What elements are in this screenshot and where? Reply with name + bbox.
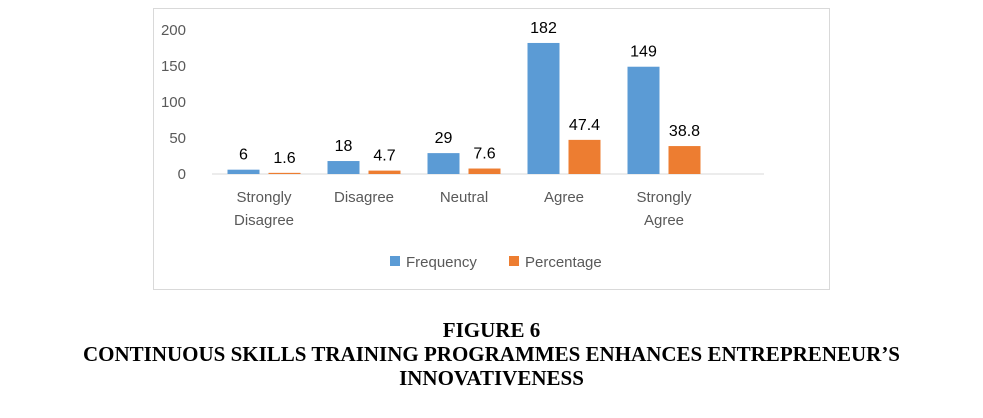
bar-chart: 0 50 100 150 200 6 1.6 18 4.7 29 7.6 182 47.4 149 38.…: [161, 20, 764, 271]
percentage-bar: [468, 168, 501, 174]
figure-caption: FIGURE 6 CONTINUOUS SKILLS TRAINING PROG…: [0, 318, 983, 390]
frequency-data-label: 182: [530, 20, 557, 37]
frequency-data-label: 6: [239, 147, 248, 164]
frequency-legend-label: Frequency: [406, 254, 477, 271]
percentage-legend-label: Percentage: [525, 254, 602, 271]
y-tick-label: 100: [161, 94, 186, 111]
frequency-data-label: 29: [435, 130, 453, 147]
percentage-data-label: 7.6: [473, 146, 495, 163]
percentage-bar: [668, 146, 701, 174]
x-tick-label: Agree: [544, 189, 584, 206]
percentage-data-label: 38.8: [669, 123, 700, 140]
frequency-bar: [427, 153, 460, 174]
x-tick-label: Strongly: [636, 189, 692, 206]
percentage-data-label: 47.4: [569, 117, 600, 134]
x-tick-label: Disagree: [234, 212, 294, 229]
figure-title-line-2: INNOVATIVENESS: [399, 366, 584, 390]
percentage-bar: [568, 139, 601, 174]
percentage-data-label: 4.7: [373, 148, 395, 165]
frequency-bar: [627, 66, 660, 174]
frequency-data-label: 149: [630, 44, 657, 61]
frequency-bar: [327, 161, 360, 174]
figure-number: FIGURE 6: [442, 318, 541, 342]
frequency-bar: [227, 169, 260, 174]
x-tick-label: Disagree: [334, 189, 394, 206]
x-tick-label: Agree: [644, 212, 684, 229]
y-tick-label: 150: [161, 58, 186, 75]
x-tick-label: Neutral: [440, 189, 488, 206]
x-tick-label: Strongly: [236, 189, 292, 206]
y-tick-label: 50: [169, 130, 186, 147]
chart-area: 0 50 100 150 200 6 1.6 18 4.7 29 7.6 182 47.4 149 38.…: [153, 8, 830, 290]
percentage-legend-swatch: [509, 256, 519, 266]
percentage-bar: [368, 170, 401, 174]
frequency-data-label: 18: [335, 138, 353, 155]
figure-title-line-1: CONTINUOUS SKILLS TRAINING PROGRAMMES EN…: [83, 342, 900, 366]
percentage-data-label: 1.6: [273, 150, 295, 167]
frequency-bar: [527, 42, 560, 175]
y-tick-label: 200: [161, 22, 186, 39]
frequency-legend-swatch: [390, 256, 400, 266]
percentage-bar: [268, 172, 301, 174]
y-tick-label: 0: [178, 166, 186, 183]
